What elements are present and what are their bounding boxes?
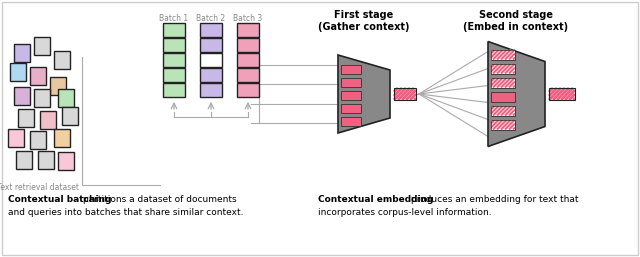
Bar	[491, 63, 515, 74]
Bar	[30, 131, 46, 149]
Bar	[237, 53, 259, 67]
Bar	[549, 88, 575, 100]
Bar	[491, 91, 515, 102]
Bar	[58, 89, 74, 107]
Bar	[34, 89, 50, 107]
Bar	[491, 63, 515, 74]
Bar	[237, 68, 259, 82]
Bar	[491, 50, 515, 60]
Bar	[40, 111, 56, 129]
Bar	[200, 83, 222, 97]
Bar	[549, 88, 575, 100]
Bar	[54, 51, 70, 69]
Bar	[58, 152, 74, 170]
Text: First stage
(Gather context): First stage (Gather context)	[318, 10, 410, 32]
Bar	[237, 38, 259, 52]
Text: Batch 1: Batch 1	[159, 14, 189, 23]
Bar	[341, 65, 361, 74]
Bar	[491, 78, 515, 87]
Bar	[18, 109, 34, 127]
Bar	[491, 78, 515, 87]
Text: incorporates corpus-level information.: incorporates corpus-level information.	[318, 208, 492, 217]
Bar	[341, 116, 361, 125]
Bar	[491, 50, 515, 60]
Text: Batch 3: Batch 3	[234, 14, 262, 23]
Bar	[200, 53, 222, 67]
Text: Text retrieval dataset: Text retrieval dataset	[0, 183, 79, 192]
Bar	[54, 129, 70, 147]
Text: and queries into batches that share similar context.: and queries into batches that share simi…	[8, 208, 243, 217]
Bar	[200, 38, 222, 52]
Text: Contextual batching: Contextual batching	[8, 195, 111, 204]
Bar	[38, 151, 54, 169]
Bar	[14, 44, 30, 62]
Text: partitions a dataset of documents: partitions a dataset of documents	[80, 195, 237, 204]
Bar	[16, 151, 32, 169]
Bar	[14, 87, 30, 105]
Bar	[163, 23, 185, 37]
Bar	[163, 83, 185, 97]
Bar	[62, 107, 78, 125]
Bar	[341, 90, 361, 99]
Bar	[10, 63, 26, 81]
Polygon shape	[338, 55, 390, 133]
Text: Contextual embedding: Contextual embedding	[318, 195, 433, 204]
Bar	[491, 106, 515, 115]
Bar	[491, 106, 515, 115]
Bar	[200, 23, 222, 37]
Bar	[491, 120, 515, 130]
Bar	[30, 67, 46, 85]
Bar	[163, 53, 185, 67]
Bar	[394, 88, 416, 100]
Bar	[200, 68, 222, 82]
Bar	[237, 23, 259, 37]
Bar	[341, 104, 361, 113]
Bar	[8, 129, 24, 147]
Polygon shape	[488, 41, 545, 146]
Bar	[163, 38, 185, 52]
Bar	[491, 120, 515, 130]
Bar	[341, 78, 361, 87]
Bar	[34, 37, 50, 55]
Bar	[163, 68, 185, 82]
Text: Batch 2: Batch 2	[196, 14, 225, 23]
Bar	[394, 88, 416, 100]
Text: Second stage
(Embed in context): Second stage (Embed in context)	[463, 10, 568, 32]
Bar	[50, 77, 66, 95]
Text: produces an embedding for text that: produces an embedding for text that	[408, 195, 579, 204]
Bar	[237, 83, 259, 97]
